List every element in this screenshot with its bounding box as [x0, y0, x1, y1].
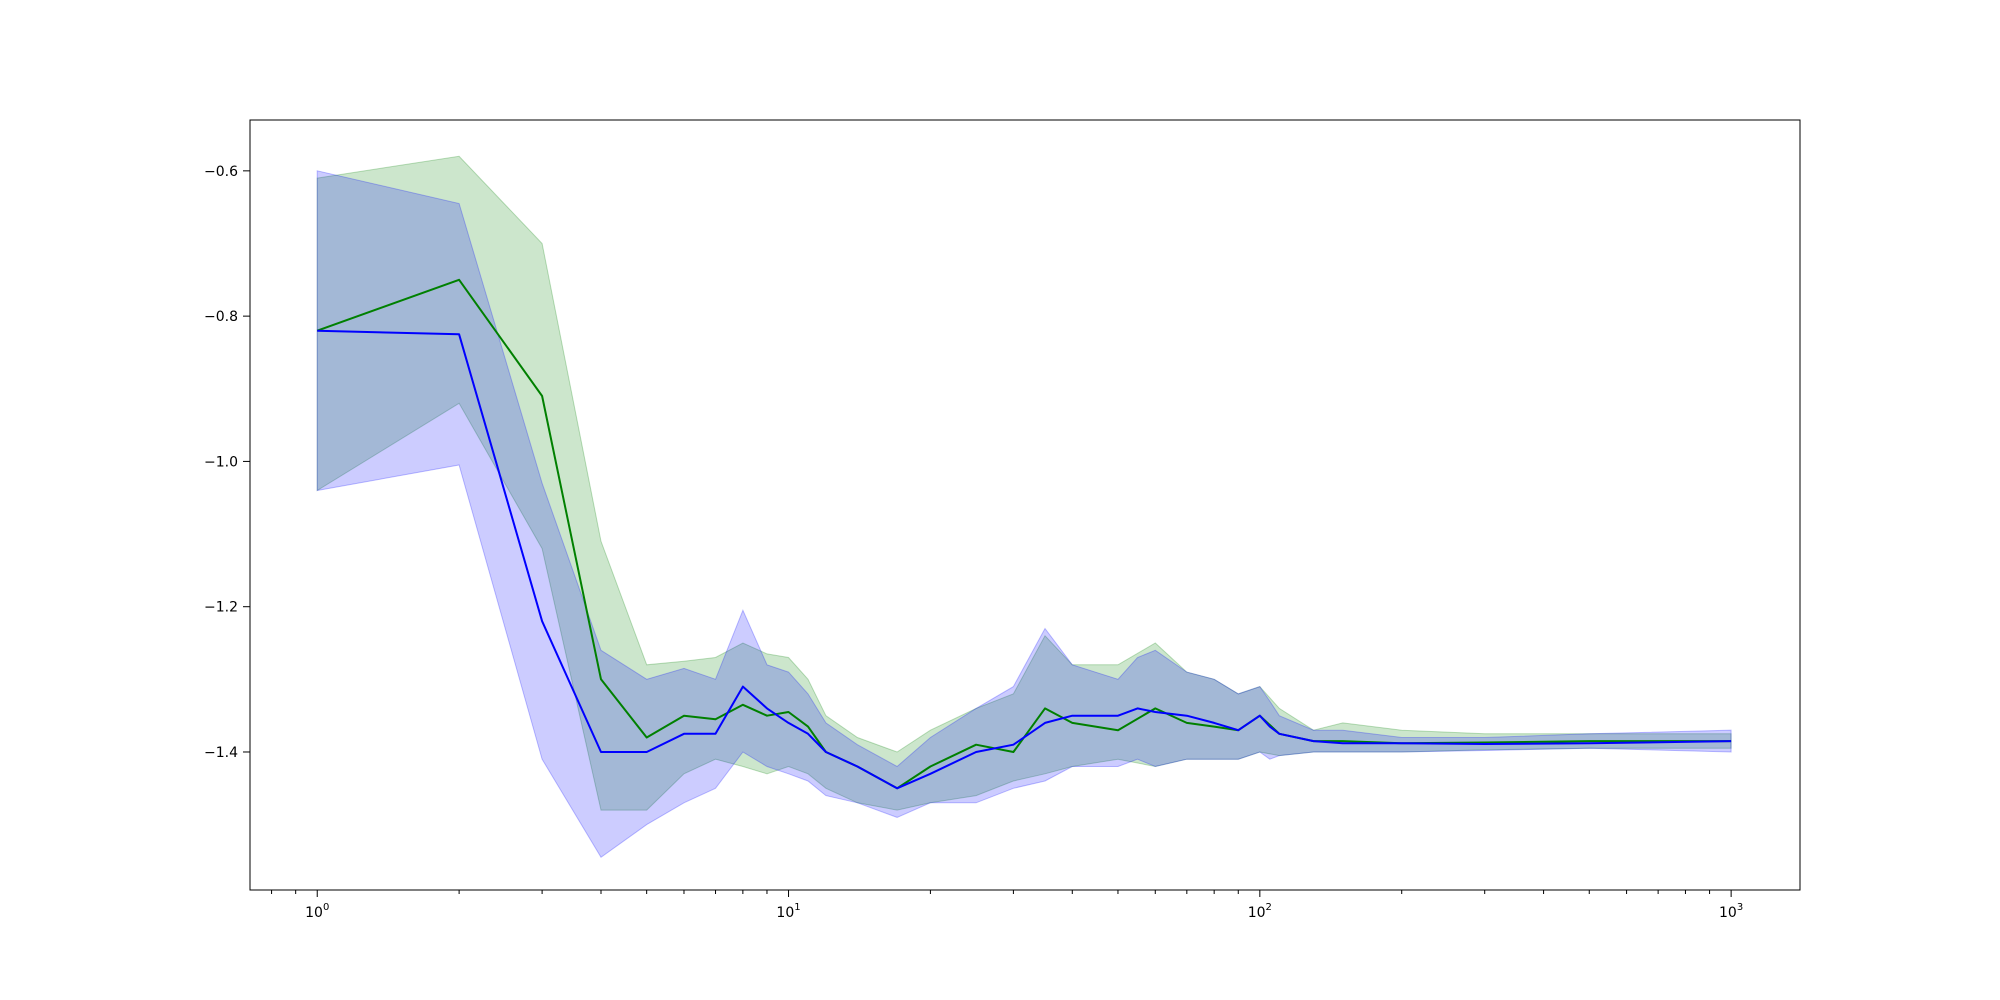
- y-tick-label: −0.8: [204, 309, 238, 325]
- series-1-line: [317, 329, 1732, 790]
- confidence-bands: [316, 155, 1732, 859]
- series-lines: [316, 278, 1732, 790]
- y-tick-label: −1.2: [204, 600, 238, 616]
- x-tick-label: 103: [1719, 902, 1743, 921]
- plot-frame: [249, 119, 1801, 891]
- x-axis: 100 101 102 103: [271, 890, 1743, 921]
- y-tick-label: −0.6: [204, 164, 238, 180]
- y-tick-label: −1.4: [204, 745, 238, 761]
- y-tick-label: −1.0: [204, 454, 238, 470]
- x-tick-label: 102: [1248, 902, 1272, 921]
- series-1-band: [316, 170, 1732, 859]
- x-tick-label: 101: [776, 902, 800, 921]
- series-0-band: [316, 155, 1732, 811]
- x-tick-label: 100: [305, 902, 329, 921]
- y-axis: −0.6 −0.8 −1.0 −1.2 −1.4: [204, 164, 250, 761]
